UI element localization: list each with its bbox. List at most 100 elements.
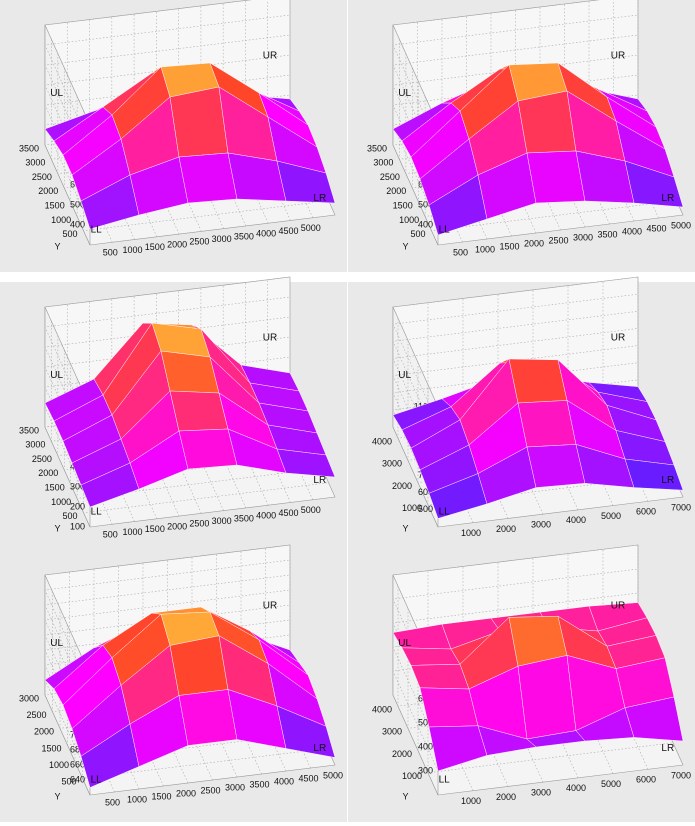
surface-cell [517,400,577,448]
surface-cell [276,160,336,204]
y-tick-label: 2000 [392,749,412,759]
x-tick-label: 2500 [189,237,209,247]
surface-cell [169,86,229,158]
y-tick-label: 3500 [19,425,39,435]
y-axis-label: Y [402,523,408,533]
z-tick-label: 200 [70,501,85,511]
y-tick-label: 1500 [41,743,61,753]
x-tick-label: 5000 [301,505,321,515]
x-tick-label: 2000 [167,239,187,249]
surface-cell [517,655,577,740]
x-tick-label: 3000 [212,234,232,244]
y-tick-label: 1500 [45,483,65,493]
z-tick-label: 500 [418,717,433,727]
surface-cell [624,160,684,208]
x-tick-label: 4500 [646,223,666,233]
x-tick-label: 1000 [461,528,481,538]
x-tick-label: 1000 [123,527,143,537]
x-tick-label: 3000 [212,516,232,526]
y-tick-label: 1500 [393,201,413,211]
x-tick-label: 1000 [127,794,147,804]
corner-label: UR [263,601,277,612]
x-tick-label: 3000 [531,520,551,530]
x-tick-label: 4500 [298,773,318,783]
x-tick-label: 1500 [145,242,165,252]
x-tick-label: 5000 [601,779,621,789]
surface-cell [517,90,577,154]
corner-label: LR [313,475,326,486]
x-tick-label: 1000 [461,796,481,806]
corner-label: UR [263,51,277,62]
surface-panel: 6406606807007207407607805001000150020002… [0,544,347,822]
y-tick-label: 2000 [38,468,58,478]
z-grid-line [392,293,639,425]
x-tick-label: 3000 [573,232,593,242]
x-tick-label: 4000 [256,229,276,239]
y-tick-label: 2500 [26,710,46,720]
y-tick-label: 500 [411,229,426,239]
z-grid-line [392,568,639,700]
corner-label: UL [50,638,63,649]
x-tick-label: 500 [453,247,468,257]
surface-cell [526,150,586,204]
surface-panel: 4005006007008009005001000150020002500300… [0,0,347,272]
surface-cell [508,358,568,404]
z-grid-line [44,574,291,706]
y-tick-label: 1000 [402,503,422,513]
x-tick-label: 2000 [167,521,187,531]
z-tick-label: 640 [70,774,85,784]
z-tick-label: 500 [418,199,433,209]
corner-label: LL [91,506,103,517]
x-tick-label: 5000 [601,511,621,521]
x-tick-label: 4500 [278,226,298,236]
surface-cell [410,663,470,690]
y-tick-label: 3000 [382,459,402,469]
x-tick-label: 4500 [278,508,298,518]
corner-label: LL [439,506,451,517]
y-tick-label: 500 [63,229,78,239]
corner-label: LR [661,475,674,486]
y-tick-label: 3500 [19,143,39,153]
corner-label: LL [91,774,103,785]
x-tick-label: 3000 [225,782,245,792]
y-axis-label: Y [54,791,60,801]
y-axis-label: Y [54,523,60,533]
y-axis-label: Y [402,241,408,251]
z-tick-label: 100 [70,521,85,531]
surface-cell [401,647,461,666]
corner-label: UL [398,370,411,381]
z-tick-label: 500 [418,504,433,514]
x-tick-label: 1000 [475,244,495,254]
x-tick-label: 7000 [671,770,691,780]
z-grid-line [392,544,639,676]
y-tick-label: 3000 [25,440,45,450]
x-tick-label: 7000 [671,502,691,512]
x-tick-label: 2500 [189,519,209,529]
corner-label: LR [661,743,674,754]
surface-cell [178,689,238,746]
z-tick-label: 400 [418,219,433,229]
x-tick-label: 4000 [256,511,276,521]
x-tick-label: 2000 [496,792,516,802]
y-tick-label: 2500 [380,172,400,182]
z-tick-label: 300 [418,765,433,775]
y-tick-label: 1500 [45,201,65,211]
surface-cell [169,635,229,696]
z-tick-label: 400 [70,219,85,229]
corner-label: UR [611,601,625,612]
surface-cell [169,390,229,432]
corner-label: LL [439,774,451,785]
corner-label: UR [263,333,277,344]
y-tick-label: 3000 [373,158,393,168]
x-tick-label: 4000 [566,783,586,793]
y-tick-label: 2000 [392,481,412,491]
corner-label: UR [611,51,625,62]
y-grid-line [74,641,321,763]
x-tick-label: 1500 [145,524,165,534]
corner-label: UL [398,88,411,99]
z-tick-label: 500 [70,199,85,209]
x-tick-label: 4000 [274,776,294,786]
x-tick-label: 500 [103,530,118,540]
surface-panel: 3004005006007001000200030004000500060007… [348,544,695,822]
y-tick-label: 2000 [34,727,54,737]
